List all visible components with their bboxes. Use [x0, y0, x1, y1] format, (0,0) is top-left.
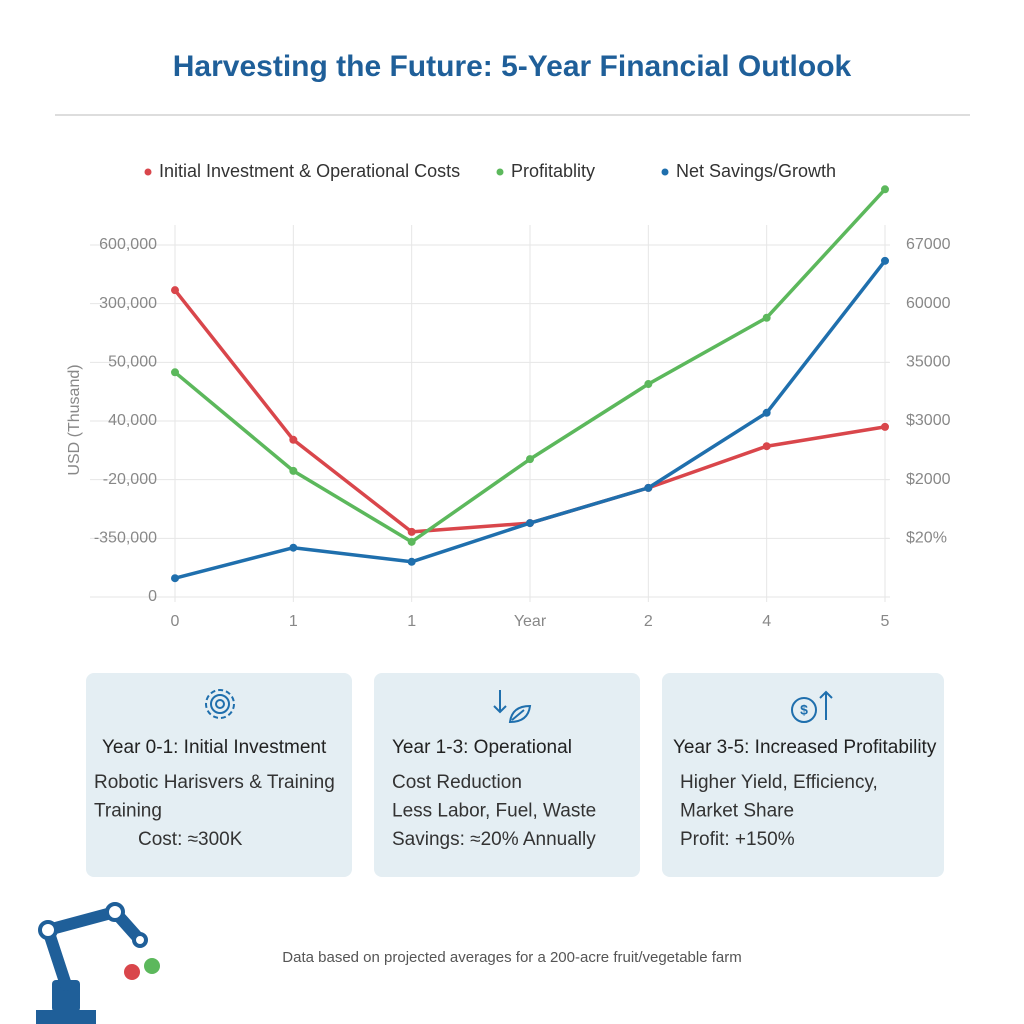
point — [762, 313, 771, 322]
point — [171, 574, 179, 583]
point — [881, 256, 889, 265]
point — [171, 286, 179, 295]
point — [644, 380, 653, 389]
card-line: Savings: ≈20% Annually — [392, 829, 596, 850]
card-title: Year 0-1: Initial Investment — [102, 737, 327, 758]
gear-icon — [205, 689, 235, 719]
card-line: Market Share — [680, 801, 794, 822]
card — [374, 673, 640, 877]
card-line: Robotic Harisvers & Training — [94, 772, 335, 793]
y-tick-label: -20,000 — [103, 471, 157, 488]
card-line: Less Labor, Fuel, Waste — [392, 801, 596, 822]
point — [881, 422, 889, 431]
y-tick-label: 50,000 — [108, 354, 157, 371]
card — [662, 673, 944, 877]
x-axis-title: Year — [514, 613, 547, 630]
dollar-icon — [791, 690, 833, 723]
point — [289, 466, 298, 475]
card-line: Training — [94, 801, 162, 822]
y2-tick-label: 60000 — [906, 295, 951, 312]
card-title: Year 1-3: Operational — [392, 737, 572, 758]
y-tick-label: 300,000 — [99, 295, 157, 312]
card-line: Cost: ≈300K — [138, 829, 243, 850]
point — [762, 442, 771, 451]
card-title: Year 3-5: Increased Profitability — [673, 737, 937, 758]
leaf-icon — [493, 690, 532, 724]
dollar-sign: $ — [800, 702, 808, 718]
legend-marker — [144, 168, 152, 176]
point — [526, 519, 534, 528]
card — [86, 673, 352, 877]
x-tick-label: 2 — [644, 613, 653, 630]
card-line: Profit: +150% — [680, 829, 795, 850]
point — [407, 537, 416, 546]
y2-tick-label: 35000 — [906, 354, 951, 371]
point — [407, 527, 416, 536]
point — [762, 408, 771, 417]
point — [407, 557, 416, 566]
y-tick-label: 40,000 — [108, 412, 157, 429]
card-line: Higher Yield, Efficiency, — [680, 772, 878, 793]
y2-tick-label: $2000 — [906, 471, 951, 488]
legend-label: Net Savings/Growth — [676, 161, 836, 181]
legend-label: Initial Investment & Operational Costs — [159, 161, 460, 181]
x-tick-label: 0 — [171, 613, 180, 630]
card-line: Cost Reduction — [392, 772, 522, 793]
y2-tick-label: 67000 — [906, 236, 951, 253]
y2-tick-label: $20% — [906, 530, 947, 547]
y-tick-label: -350,000 — [94, 530, 157, 547]
point — [289, 543, 298, 552]
x-tick-label: 5 — [881, 613, 890, 630]
point — [644, 483, 653, 492]
legend-label: Profitablity — [511, 161, 595, 181]
x-tick-label: 1 — [407, 613, 416, 630]
y2-tick-label: $3000 — [906, 412, 951, 429]
legend-marker — [496, 168, 504, 176]
point — [526, 455, 534, 464]
y-tick-label: 0 — [148, 588, 157, 605]
point — [289, 435, 298, 444]
x-tick-label: 1 — [289, 613, 298, 630]
y-tick-label: 600,000 — [99, 236, 157, 253]
legend-marker — [661, 168, 669, 176]
y-axis-title: USD (Thusand) — [66, 364, 83, 475]
page-title: Harvesting the Future: 5-Year Financial … — [173, 50, 852, 83]
x-tick-label: 4 — [762, 613, 771, 630]
robot-arm-icon — [36, 902, 160, 1024]
point — [881, 185, 889, 194]
point — [171, 368, 179, 377]
footnote: Data based on projected averages for a 2… — [282, 949, 741, 966]
